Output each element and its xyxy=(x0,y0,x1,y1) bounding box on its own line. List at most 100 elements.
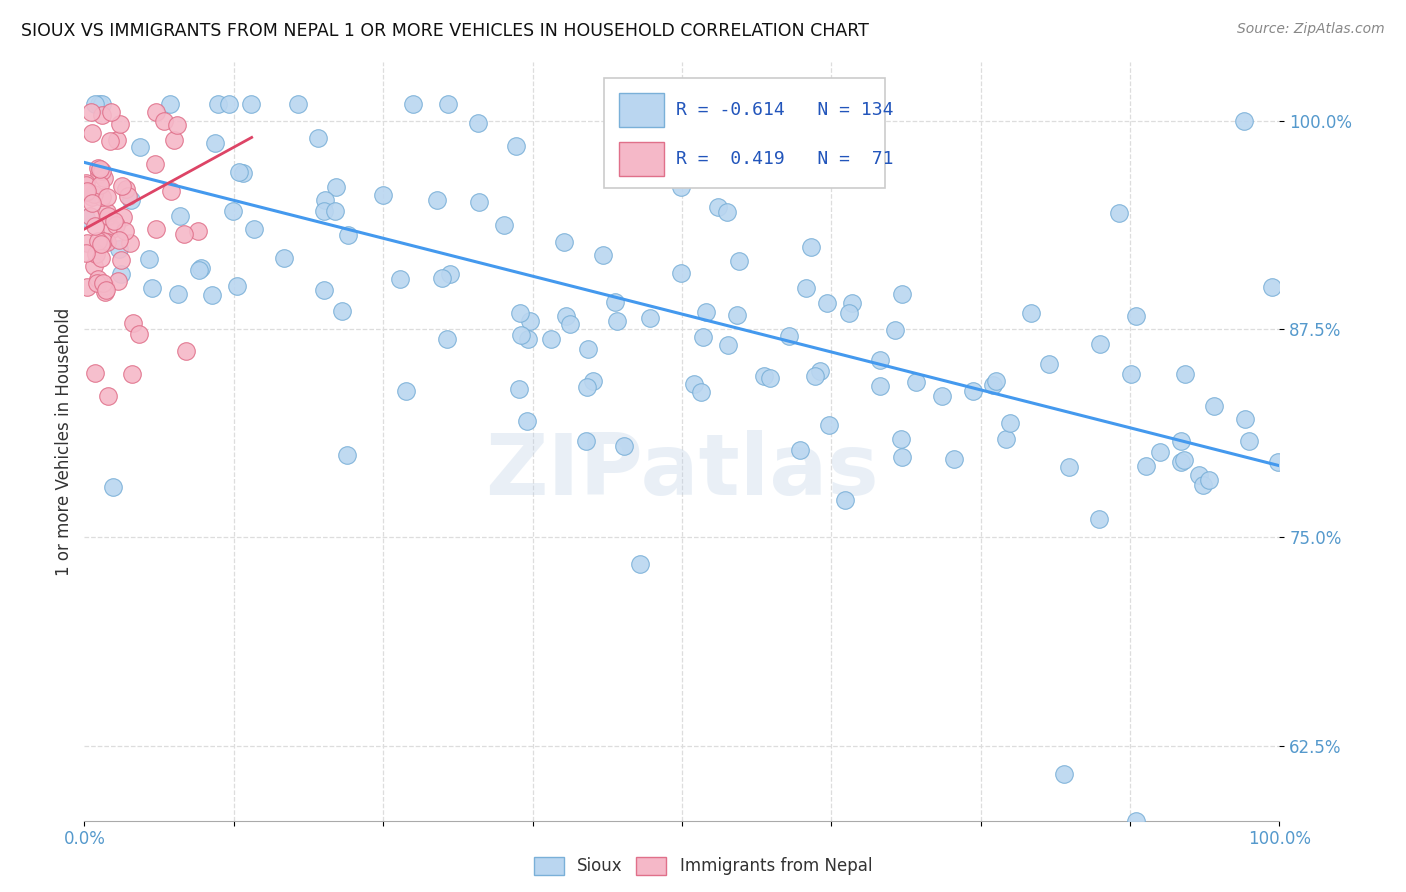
Point xyxy=(84,247,107,261)
Point xyxy=(314,193,336,207)
Point xyxy=(76,235,98,250)
Point xyxy=(96,205,118,219)
Text: SIOUX VS IMMIGRANTS FROM NEPAL 1 OR MORE VEHICLES IN HOUSEHOLD CORRELATION CHART: SIOUX VS IMMIGRANTS FROM NEPAL 1 OR MORE… xyxy=(21,22,869,40)
Point xyxy=(190,261,212,276)
Point xyxy=(904,375,927,389)
Point xyxy=(75,178,97,192)
Point xyxy=(841,295,863,310)
Point xyxy=(114,182,136,196)
Point xyxy=(174,343,197,358)
Point xyxy=(371,188,394,202)
Point xyxy=(671,179,693,194)
Point xyxy=(159,97,181,112)
Point xyxy=(437,97,460,112)
Point xyxy=(519,313,541,327)
FancyBboxPatch shape xyxy=(619,142,664,177)
Point xyxy=(869,379,891,393)
Y-axis label: 1 or more Vehicles in Household: 1 or more Vehicles in Household xyxy=(55,308,73,575)
Point xyxy=(90,251,112,265)
FancyBboxPatch shape xyxy=(619,93,664,127)
Point xyxy=(1125,814,1147,828)
Point xyxy=(1135,458,1157,473)
Point xyxy=(727,254,749,268)
Point xyxy=(800,240,823,254)
Point xyxy=(118,236,141,251)
Point xyxy=(110,267,132,281)
Point xyxy=(984,374,1007,388)
Point xyxy=(623,98,645,112)
Legend: Sioux, Immigrants from Nepal: Sioux, Immigrants from Nepal xyxy=(526,848,880,884)
Point xyxy=(105,219,128,233)
Point xyxy=(87,234,110,248)
Point xyxy=(815,296,838,310)
Point xyxy=(218,97,240,112)
Point xyxy=(515,414,537,428)
Point xyxy=(1057,460,1080,475)
Point xyxy=(228,165,250,179)
Point xyxy=(96,190,118,204)
Point xyxy=(492,218,515,232)
Point xyxy=(242,222,264,236)
Point xyxy=(1125,309,1147,323)
Point xyxy=(90,108,112,122)
Point xyxy=(93,285,115,299)
Point xyxy=(307,131,329,145)
Point xyxy=(143,157,166,171)
Point xyxy=(89,161,111,176)
Point xyxy=(890,432,912,446)
Point xyxy=(467,116,489,130)
Point xyxy=(97,389,120,403)
Text: R = -0.614   N = 134: R = -0.614 N = 134 xyxy=(676,101,893,119)
Point xyxy=(84,219,107,233)
Point xyxy=(994,433,1017,447)
Point xyxy=(754,368,776,383)
Point xyxy=(97,209,120,223)
Point xyxy=(818,417,841,432)
Point xyxy=(592,248,614,262)
Point xyxy=(581,374,603,388)
Text: ZIPatlas: ZIPatlas xyxy=(485,430,879,514)
Point xyxy=(436,332,458,346)
Point xyxy=(330,304,353,318)
Point xyxy=(869,353,891,368)
Point xyxy=(207,97,229,112)
Point xyxy=(884,323,907,337)
Point xyxy=(402,97,425,112)
Point xyxy=(430,271,453,285)
Point xyxy=(890,450,912,464)
Point xyxy=(82,195,104,210)
Point xyxy=(287,97,309,112)
Point xyxy=(576,343,599,357)
Point xyxy=(75,176,97,190)
Point xyxy=(160,184,183,198)
Point xyxy=(166,118,188,132)
Point xyxy=(638,311,661,326)
Point xyxy=(96,235,118,249)
Point xyxy=(509,306,531,320)
Point xyxy=(100,105,122,120)
Point xyxy=(439,267,461,281)
Point xyxy=(1233,113,1256,128)
Point xyxy=(169,209,191,223)
Point xyxy=(468,194,491,209)
Point xyxy=(187,224,209,238)
Point xyxy=(94,234,117,248)
Point xyxy=(83,366,105,380)
Point xyxy=(689,384,711,399)
Point xyxy=(510,327,533,342)
Point xyxy=(91,276,114,290)
Point xyxy=(1202,400,1225,414)
Point xyxy=(1119,367,1142,381)
Point xyxy=(75,185,97,199)
Point xyxy=(426,193,449,207)
Point xyxy=(692,329,714,343)
Point xyxy=(111,210,134,224)
Point xyxy=(84,97,107,112)
Point xyxy=(110,252,132,267)
Point xyxy=(121,367,143,381)
Point xyxy=(1198,473,1220,487)
Point xyxy=(122,317,145,331)
Point xyxy=(1087,512,1109,526)
Point xyxy=(273,251,295,265)
Point xyxy=(1267,455,1289,469)
